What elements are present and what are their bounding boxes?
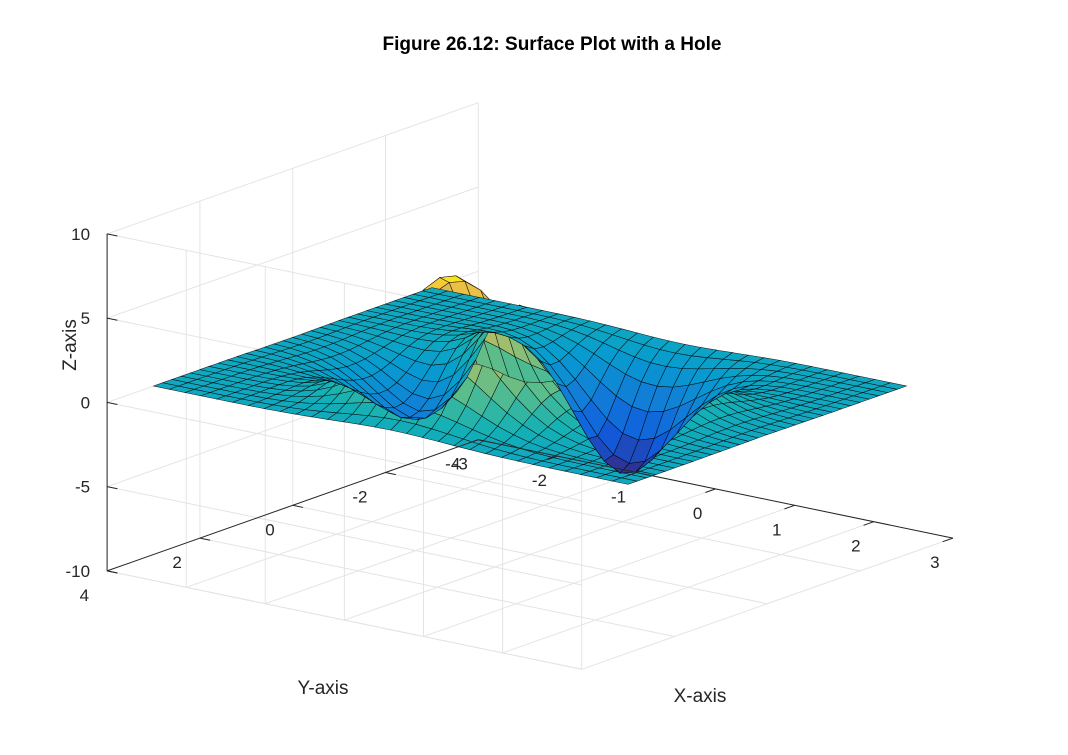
z-tick-label: 10 xyxy=(71,225,90,244)
y-tick-label: 4 xyxy=(80,586,89,605)
surface-patch xyxy=(880,382,908,390)
z-tick-label: -5 xyxy=(75,478,90,497)
chart-title: Figure 26.12: Surface Plot with a Hole xyxy=(383,34,722,55)
y-tick-label: 2 xyxy=(172,553,181,572)
y-tick xyxy=(199,537,211,541)
y-axis-line xyxy=(106,439,479,572)
x-tick-label: 1 xyxy=(772,520,781,539)
x-tick xyxy=(547,455,558,461)
x-tick xyxy=(784,504,795,510)
z-axis-label: Z-axis xyxy=(60,319,81,371)
x-tick xyxy=(467,439,479,444)
z-tick-label: 5 xyxy=(81,309,90,328)
x-axis-label: X-axis xyxy=(674,686,727,707)
x-tick-label: -1 xyxy=(611,488,626,507)
z-tick xyxy=(106,570,118,574)
z-tick-label: 0 xyxy=(81,393,90,412)
x-tick-label: -2 xyxy=(532,471,547,490)
surface-mesh xyxy=(152,275,908,485)
z-tick xyxy=(106,317,118,321)
y-tick-label: -4 xyxy=(445,455,460,474)
y-tick xyxy=(385,472,396,476)
y-tick xyxy=(478,439,489,443)
z-tick xyxy=(106,401,118,406)
z-tick xyxy=(106,233,118,237)
x-tick-label: -3 xyxy=(453,455,468,474)
z-tick xyxy=(106,486,118,490)
z-tick-label: -10 xyxy=(66,562,91,581)
y-tick xyxy=(292,504,304,508)
x-tick-label: 0 xyxy=(693,504,702,523)
x-tick-label: 2 xyxy=(851,537,860,556)
y-tick-label: -2 xyxy=(352,488,367,507)
y-tick-label: 0 xyxy=(265,520,274,539)
x-tick-label: 3 xyxy=(930,553,939,572)
y-axis-label: Y-axis xyxy=(297,678,348,699)
x-tick xyxy=(626,472,637,477)
tick-marks xyxy=(106,233,954,574)
x-tick xyxy=(942,537,954,543)
x-tick xyxy=(863,521,874,526)
x-tick xyxy=(705,488,716,493)
